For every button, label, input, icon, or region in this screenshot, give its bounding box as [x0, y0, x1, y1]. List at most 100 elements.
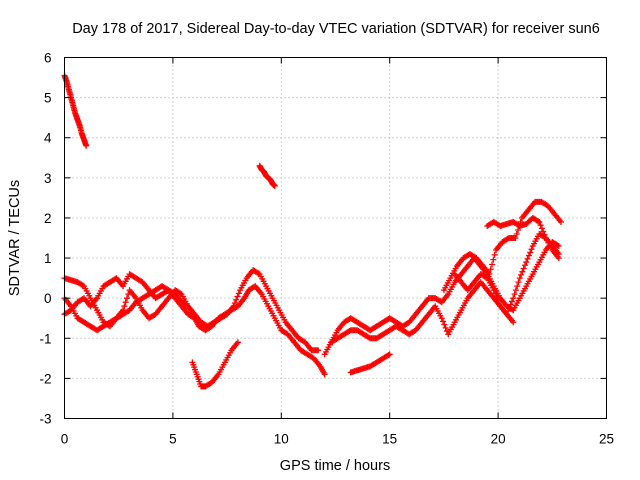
data-point	[230, 303, 237, 310]
data-point	[438, 315, 445, 322]
data-point	[255, 270, 262, 277]
x-tick-label: 15	[382, 432, 397, 447]
x-tick-label: 10	[274, 432, 289, 447]
y-tick-label: 3	[44, 171, 52, 186]
data-point	[487, 266, 494, 273]
data-point	[540, 228, 547, 235]
data-point	[519, 268, 526, 275]
data-point	[513, 230, 520, 237]
y-tick-label: -1	[39, 331, 51, 346]
y-tick-label: 1	[44, 251, 52, 266]
y-tick-label: -2	[39, 371, 51, 386]
data-point	[385, 352, 392, 359]
data-point	[490, 287, 497, 294]
series-track-11	[484, 214, 562, 262]
data-point	[507, 301, 514, 308]
ticks: 0 5 10 15 20 25 -3 -2 -1 0 1 2 3 4 5 6	[39, 51, 614, 447]
data-point	[534, 218, 541, 225]
data-point	[527, 249, 534, 256]
x-axis-label: GPS time / hours	[280, 458, 390, 474]
data-point	[541, 231, 548, 238]
data-point	[486, 271, 493, 278]
data-point	[523, 259, 530, 266]
data-point	[521, 262, 528, 269]
data-point	[79, 282, 86, 289]
y-tick-label: -3	[39, 412, 51, 427]
data-point	[315, 347, 322, 354]
data-point	[235, 290, 242, 297]
data-point	[511, 291, 518, 298]
series-track-9	[347, 351, 393, 376]
data-point	[536, 218, 543, 225]
y-tick-label: 6	[44, 51, 52, 66]
data-point	[271, 182, 278, 189]
data-point	[528, 246, 535, 253]
data-point	[494, 296, 501, 303]
y-tick-label: 4	[44, 131, 52, 146]
data-point	[234, 339, 241, 346]
data-point	[123, 295, 130, 302]
series-track-12	[451, 271, 517, 326]
series-track-5	[61, 283, 198, 334]
data-point	[177, 290, 184, 297]
data-point	[482, 274, 489, 281]
x-tick-label: 20	[491, 432, 506, 447]
data-point	[520, 265, 527, 272]
data-points	[61, 72, 564, 390]
data-point	[555, 255, 562, 262]
data-point	[524, 255, 531, 262]
data-point	[441, 321, 448, 328]
data-point	[537, 222, 544, 229]
series-track-10	[440, 198, 564, 294]
y-tick-label: 2	[44, 211, 52, 226]
data-point	[514, 283, 521, 290]
data-point	[518, 271, 525, 278]
data-point	[508, 298, 515, 305]
x-tick-label: 0	[61, 432, 69, 447]
x-tick-label: 25	[599, 432, 614, 447]
data-point	[557, 218, 564, 225]
chart-title: Day 178 of 2017, Sidereal Day-to-day VTE…	[72, 21, 600, 37]
data-point	[231, 299, 238, 306]
data-point	[515, 279, 522, 286]
data-point	[190, 314, 197, 321]
data-point	[555, 243, 562, 250]
data-point	[442, 324, 449, 331]
data-point	[516, 275, 523, 282]
data-point	[492, 290, 499, 297]
data-point	[512, 287, 519, 294]
data-point	[495, 299, 502, 306]
data-point	[321, 371, 328, 378]
data-point	[386, 351, 393, 358]
y-tick-label: 5	[44, 91, 52, 106]
data-point	[489, 261, 496, 268]
data-point	[490, 256, 497, 263]
data-point	[510, 295, 517, 302]
data-point	[233, 296, 240, 303]
data-point	[121, 303, 128, 310]
data-point	[83, 142, 90, 149]
data-point	[440, 318, 447, 325]
series-track-4	[61, 267, 322, 354]
data-point	[491, 251, 498, 258]
series-track-7	[321, 239, 562, 358]
grid	[64, 57, 607, 419]
data-point	[525, 252, 532, 259]
y-tick-label: 0	[44, 291, 52, 306]
plot-frame	[64, 57, 607, 419]
data-point	[191, 315, 198, 322]
data-point	[510, 319, 517, 326]
series-track-8	[328, 230, 562, 346]
data-point	[234, 293, 241, 300]
data-point	[506, 304, 513, 311]
data-point	[122, 299, 129, 306]
series-track-2	[256, 162, 278, 189]
data-point	[493, 293, 500, 300]
series-track-6	[189, 339, 241, 390]
data-point	[538, 225, 545, 232]
data-point	[554, 242, 561, 249]
series-track-1	[61, 72, 90, 149]
data-point	[512, 235, 519, 241]
y-axis-label: SDTVAR / TECUs	[7, 180, 23, 296]
